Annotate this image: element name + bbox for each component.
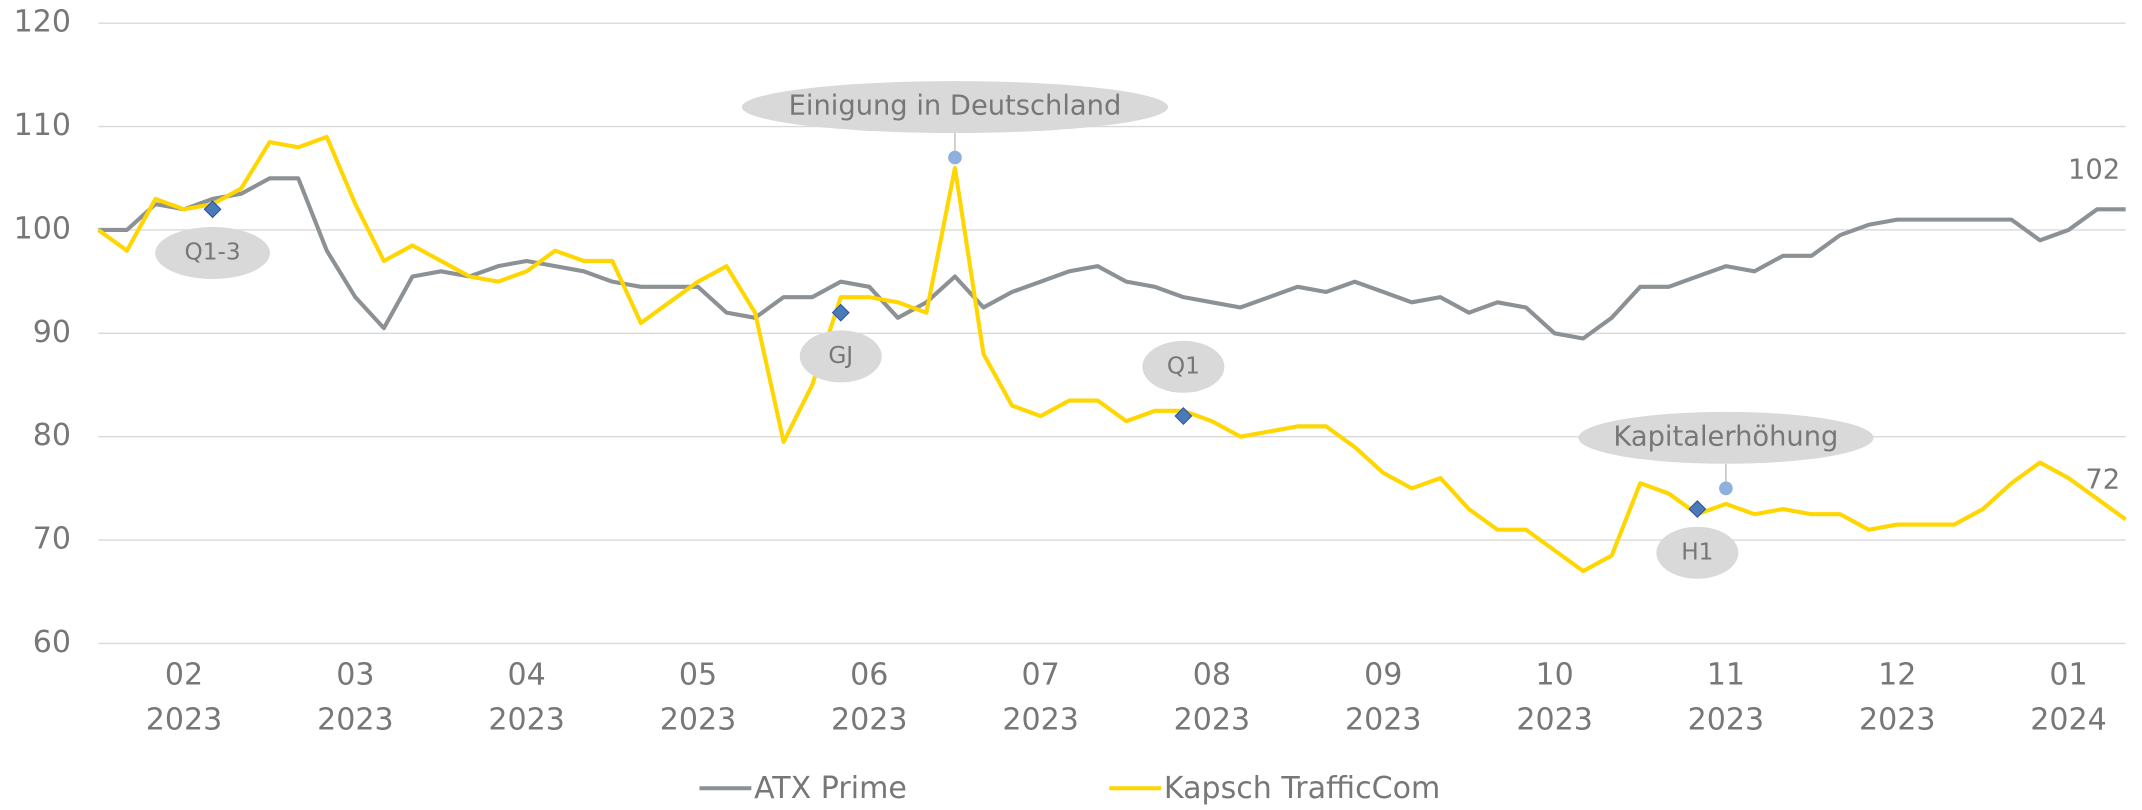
- callout: [1656, 526, 1739, 579]
- annotation-marker: [948, 150, 962, 165]
- y-tick-label: 60: [33, 625, 71, 660]
- legend-label: Kapsch TrafficCom: [1164, 771, 1440, 806]
- y-tick-label: 120: [14, 5, 71, 40]
- y-tick-label: 110: [14, 108, 71, 143]
- x-tick-label: 05 2023: [659, 658, 737, 738]
- end-label: 72: [2085, 465, 2120, 496]
- annotation-text: H1: [1681, 538, 1713, 565]
- line: [97, 134, 2127, 574]
- callout: [741, 81, 1169, 134]
- x-tick-label: 03 2023: [317, 658, 394, 738]
- x-tick-label: 11 2023: [1687, 658, 1765, 738]
- annotation-text: Kapitalerhöhung: [1613, 421, 1838, 452]
- callout: [799, 330, 882, 383]
- annotation-marker: [203, 200, 222, 219]
- legend-label: ATX Prime: [754, 771, 907, 806]
- x-tick-label: 09 2023: [1345, 658, 1422, 738]
- y-tick-label: 90: [33, 315, 71, 350]
- y-tick-label: 70: [33, 522, 71, 557]
- callout: [155, 227, 270, 279]
- x-tick-label: 01 2024: [2030, 658, 2107, 738]
- x-tick-label: 04 2023: [488, 658, 565, 738]
- annotation-marker: [1719, 481, 1733, 496]
- callout: [1578, 411, 1874, 464]
- x-tick-label: 02 2023: [145, 658, 223, 738]
- x-tick-label: 06 2023: [831, 658, 908, 738]
- annotation-marker: [831, 303, 850, 322]
- annotation-text: Q1-3: [184, 239, 240, 266]
- x-tick-label: 12 2023: [1858, 658, 1936, 738]
- annotation-marker: [1688, 500, 1707, 519]
- annotation-marker: [1174, 407, 1193, 425]
- line: [98, 176, 2126, 341]
- annotation-text: Q1: [1167, 352, 1200, 379]
- y-tick-label: 80: [33, 418, 71, 453]
- x-tick-label: 07 2023: [1002, 658, 1079, 738]
- callout: [1142, 340, 1225, 393]
- y-tick-label: 100: [14, 211, 71, 246]
- annotation-text: Einigung in Deutschland: [789, 91, 1122, 122]
- annotation-text: GJ: [828, 342, 853, 369]
- x-tick-label: 10 2023: [1516, 658, 1593, 738]
- x-tick-label: 08 2023: [1173, 658, 1251, 738]
- end-label: 102: [2068, 155, 2120, 186]
